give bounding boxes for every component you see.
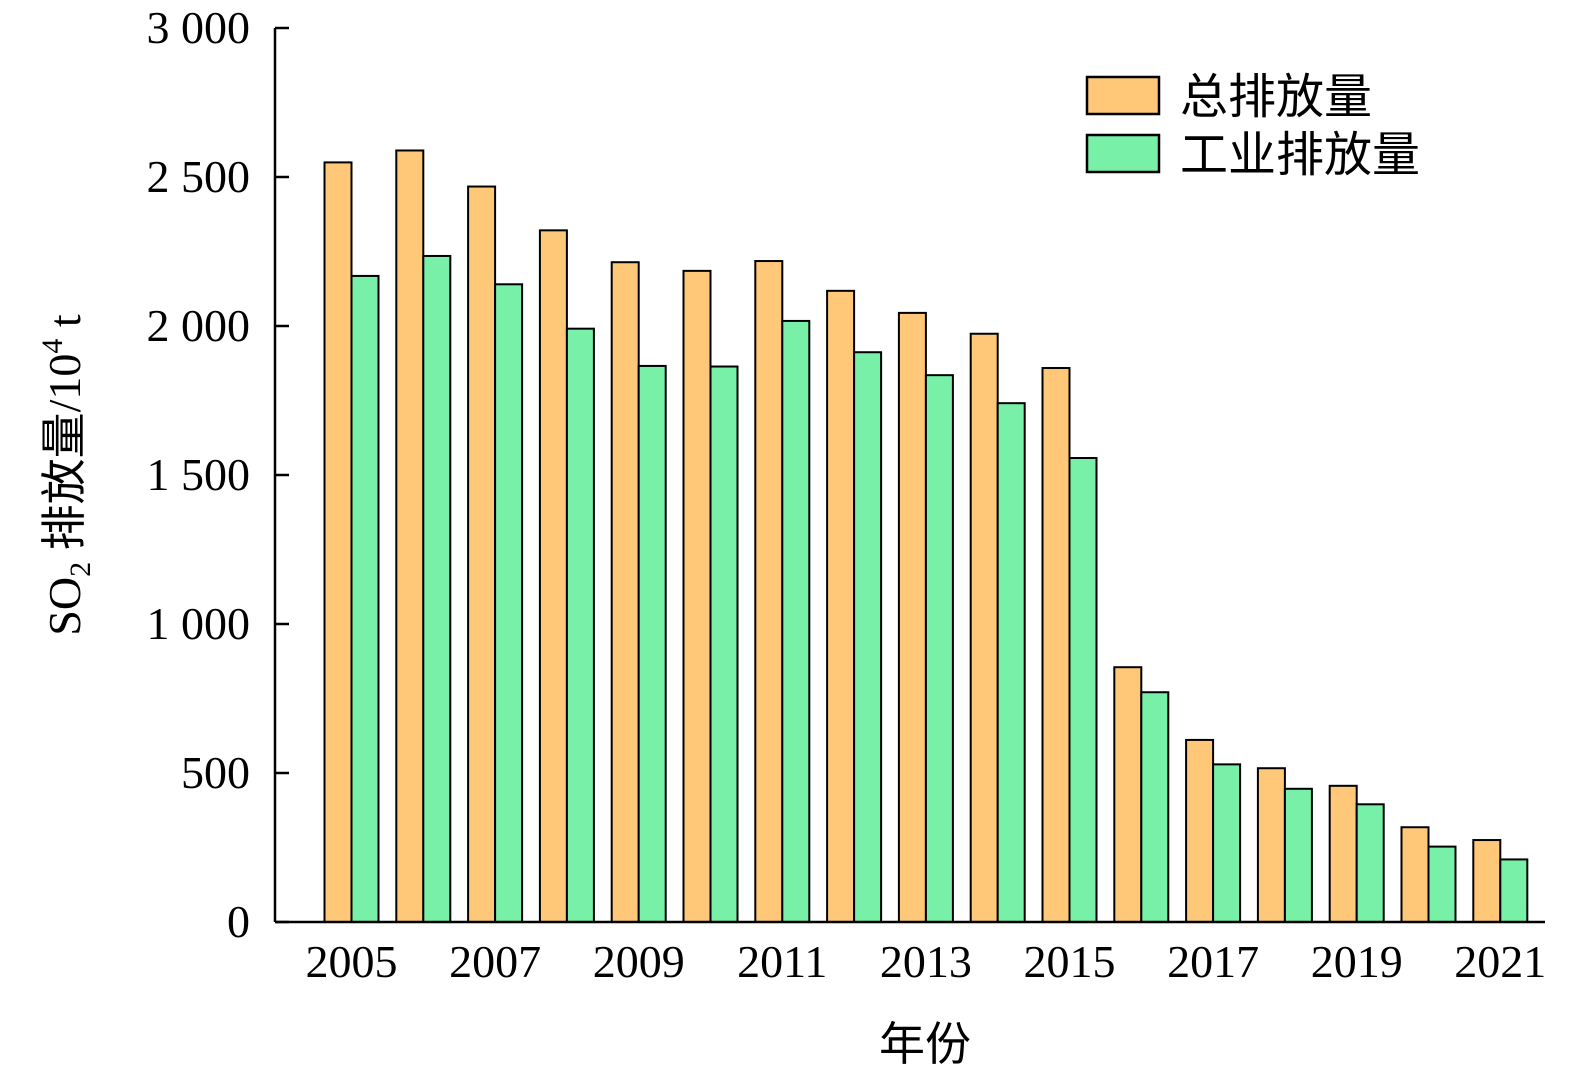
bar-total <box>826 289 856 923</box>
x-axis-title: 年份 <box>879 1019 971 1070</box>
x-tick-label: 2009 <box>593 936 685 987</box>
bar-total <box>538 229 568 924</box>
y-tick-label: 1 000 <box>147 598 251 649</box>
bar-industrial <box>1212 763 1242 923</box>
x-tick-label: 2011 <box>737 936 827 987</box>
bar-total <box>467 185 497 923</box>
bar-industrial <box>1499 858 1529 923</box>
x-tick-label: 2019 <box>1311 936 1403 987</box>
y-axis-title-superscript: 4 <box>36 339 69 354</box>
y-axis-title-subscript: 2 <box>64 562 97 577</box>
bar-total <box>610 261 640 923</box>
bar-total <box>1256 767 1286 923</box>
y-tick-label: 0 <box>227 896 250 947</box>
y-tick-label: 2 000 <box>147 300 251 351</box>
bar-industrial <box>1355 803 1385 923</box>
y-tick-label: 500 <box>181 747 250 798</box>
bar-total <box>897 311 927 923</box>
bar-total <box>1328 784 1358 924</box>
bar-industrial <box>1427 845 1457 924</box>
x-tick-label: 2013 <box>880 936 972 987</box>
bar-industrial <box>350 274 380 924</box>
legend-label-total: 总排放量 <box>1180 71 1372 124</box>
bar-total <box>969 332 999 923</box>
bar-industrial <box>1283 787 1313 923</box>
legend-swatch-industrial <box>1085 133 1161 174</box>
bar-industrial <box>781 319 811 923</box>
bar-total <box>1400 826 1430 924</box>
bar-industrial <box>1068 457 1098 923</box>
x-tick-label: 2005 <box>306 936 398 987</box>
bars-group <box>323 149 1529 924</box>
bar-industrial <box>1140 691 1170 923</box>
bar-total <box>1113 666 1143 924</box>
x-tick-label: 2017 <box>1167 936 1259 987</box>
y-tick-label: 3 000 <box>147 2 251 53</box>
bar-industrial <box>637 364 667 923</box>
x-tick-label: 2015 <box>1024 936 1116 987</box>
bar-industrial <box>565 327 595 923</box>
bar-total <box>395 149 425 923</box>
bar-total <box>1472 839 1502 923</box>
bar-industrial <box>924 374 954 924</box>
legend-swatch-total <box>1085 75 1161 116</box>
x-tick-label: 2007 <box>449 936 541 987</box>
legend: 总排放量 工业排放量 <box>1085 71 1420 182</box>
legend-label-industrial: 工业排放量 <box>1180 129 1420 182</box>
bar-total <box>754 260 784 923</box>
bar-total <box>682 269 712 923</box>
y-axis-title: SO2 排放量/104 t <box>36 314 97 636</box>
bar-industrial <box>494 283 524 923</box>
bar-industrial <box>422 254 452 924</box>
bar-total <box>323 161 353 923</box>
y-tick-label: 2 500 <box>147 151 251 202</box>
y-tick-label: 1 500 <box>147 449 251 500</box>
y-ticks-group: 0 500 1 000 1 500 2 000 2 500 3 000 <box>147 2 289 947</box>
bar-total <box>1041 367 1071 923</box>
x-tick-label: 2021 <box>1454 936 1546 987</box>
bar-industrial <box>853 351 883 923</box>
bar-industrial <box>996 402 1026 923</box>
bar-total <box>1185 738 1215 923</box>
x-ticks-group: 2005 2007 2009 2011 2013 2015 2017 2019 2021 <box>306 936 1547 987</box>
bar-industrial <box>709 365 739 923</box>
